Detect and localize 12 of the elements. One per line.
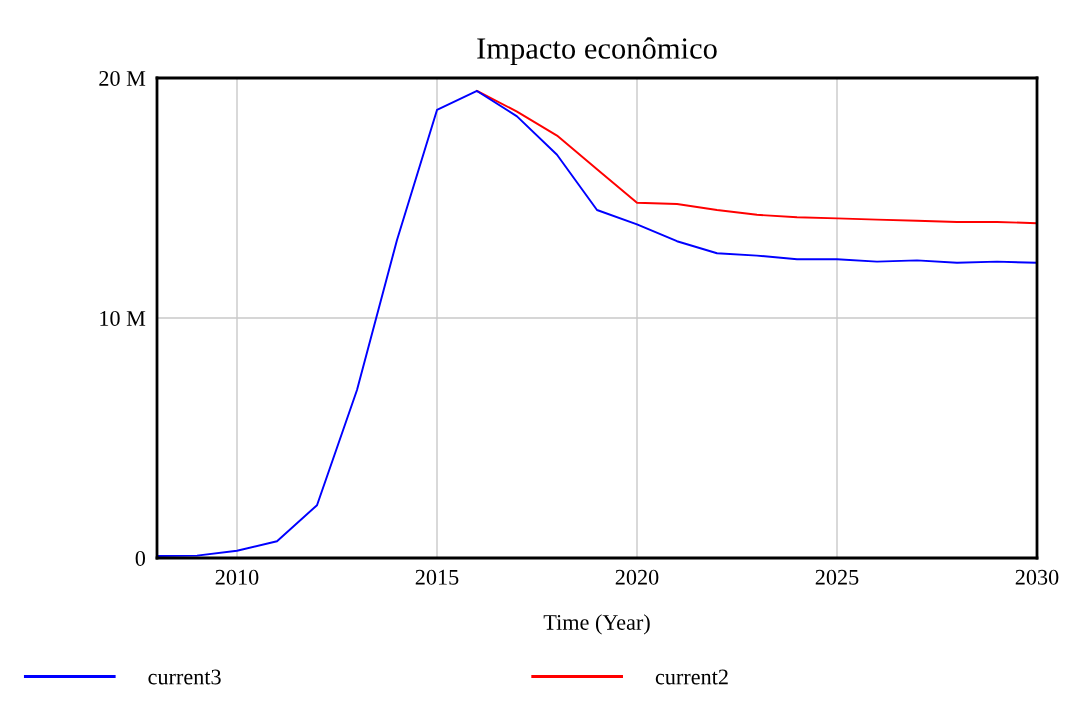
x-tick-label: 2030 — [1015, 569, 1059, 585]
legend-label: current3 — [148, 669, 221, 685]
y-tick-label: 10 M — [100, 310, 146, 326]
y-tick-label: 20 M — [99, 70, 146, 86]
x-tick-label: 2015 — [415, 569, 459, 585]
x-axis-title: Time (Year) — [543, 614, 650, 635]
x-tick-label: 2010 — [215, 569, 259, 585]
x-tick-label: 2020 — [615, 569, 659, 585]
y-tick-label: 0 — [135, 550, 146, 566]
legend-label: current2 — [655, 669, 728, 685]
chart-title: Impacto econômico — [477, 37, 717, 66]
x-tick-label: 2025 — [815, 569, 859, 585]
